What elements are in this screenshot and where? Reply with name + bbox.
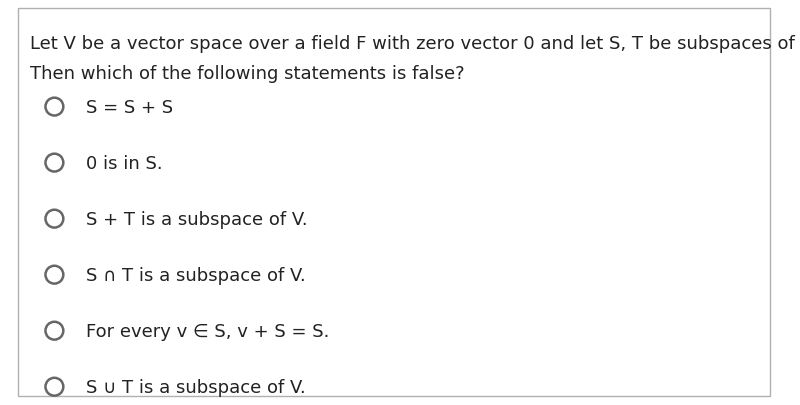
Ellipse shape xyxy=(46,98,63,116)
Ellipse shape xyxy=(46,154,63,172)
Text: S ∩ T is a subspace of V.: S ∩ T is a subspace of V. xyxy=(86,266,306,284)
Ellipse shape xyxy=(46,266,63,284)
Text: 0 is in S.: 0 is in S. xyxy=(86,154,163,172)
Ellipse shape xyxy=(46,378,63,396)
Text: S + T is a subspace of V.: S + T is a subspace of V. xyxy=(86,210,308,228)
Text: For every v ∈ S, v + S = S.: For every v ∈ S, v + S = S. xyxy=(86,322,330,340)
Ellipse shape xyxy=(46,210,63,228)
Text: S ∪ T is a subspace of V.: S ∪ T is a subspace of V. xyxy=(86,378,306,396)
Text: S = S + S: S = S + S xyxy=(86,98,174,116)
Text: Let V be a vector space over a field F with zero vector 0 and let S, T be subspa: Let V be a vector space over a field F w… xyxy=(30,34,800,52)
Text: Then which of the following statements is false?: Then which of the following statements i… xyxy=(30,65,465,83)
Ellipse shape xyxy=(46,322,63,340)
